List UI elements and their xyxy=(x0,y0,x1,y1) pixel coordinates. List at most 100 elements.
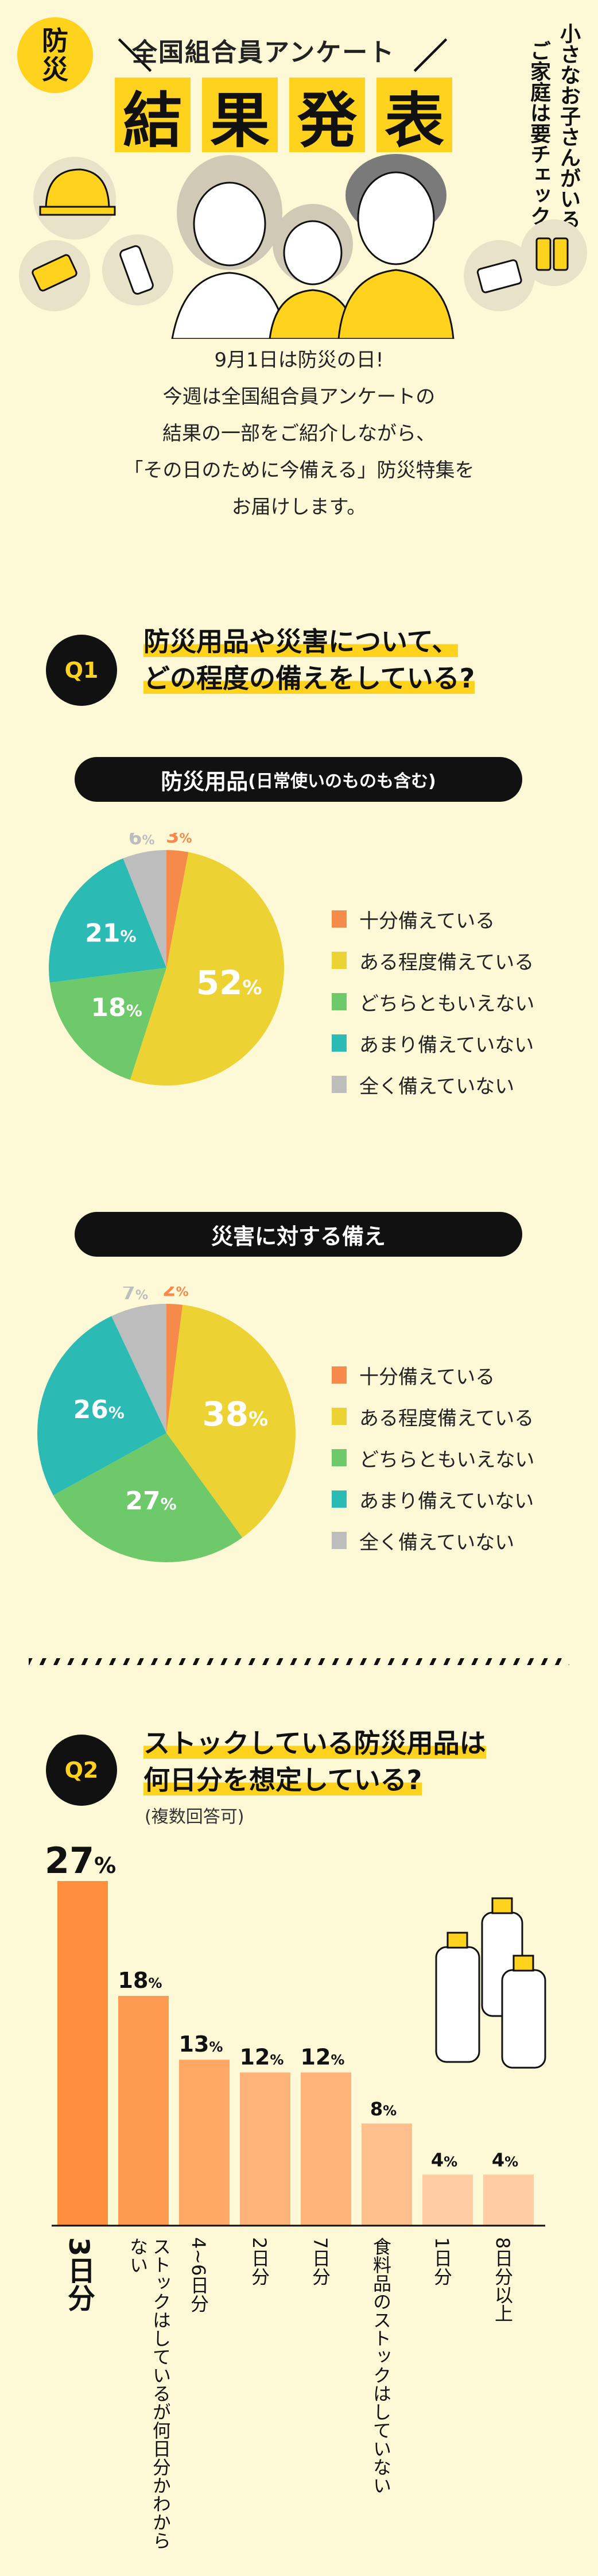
legend-swatch xyxy=(332,993,347,1010)
pie-data-label: 38% xyxy=(202,1395,268,1434)
badge-line-2: 災 xyxy=(42,54,68,85)
q2-badge: Q2 xyxy=(46,1735,117,1806)
title-char: 表 xyxy=(376,78,452,156)
bar-value-label: 27% xyxy=(45,1840,116,1882)
legend-item: 十分備えている xyxy=(332,1354,534,1396)
legend-label: どちらともいえない xyxy=(359,1448,535,1472)
radio-icon xyxy=(476,259,522,293)
legend-item: 全く備えていない xyxy=(332,1520,534,1561)
bar-value-label: 8% xyxy=(370,2098,397,2120)
legend-item: あまり備えていない xyxy=(332,1022,534,1064)
legend-swatch xyxy=(332,1034,347,1052)
bar-category-label-wrap: 食料品のストックはしていない xyxy=(370,2237,392,2494)
bar-value-label: 12% xyxy=(301,2044,345,2069)
bar-category-label: 4~6日分 xyxy=(188,2237,209,2313)
chart2-legend: 十分備えているある程度備えている どちらともいえないあまり備えていない全く備えてい… xyxy=(332,1354,534,1561)
bar-value-label: 4% xyxy=(431,2149,457,2171)
slash-right-decoration: ／ xyxy=(413,37,448,77)
intro-line: 結果の一部をご紹介しながら、 xyxy=(162,422,436,445)
legend-item: ある程度備えている xyxy=(332,940,534,981)
intro-text: 9月1日は防災の日! 今週は全国組合員アンケートの 結果の一部をご紹介しながら、… xyxy=(0,342,598,526)
intro-line: お届けします。 xyxy=(231,496,367,519)
pie-data-label: 6% xyxy=(129,833,155,849)
woman-body xyxy=(171,272,288,339)
legend-item: 全く備えていない xyxy=(332,1064,534,1105)
legend-label: 全く備えていない xyxy=(359,1531,515,1554)
bar xyxy=(362,2123,412,2226)
legend-swatch xyxy=(332,1532,347,1549)
bar-category-label-wrap: 2日分 xyxy=(248,2237,270,2285)
bar xyxy=(240,2072,290,2226)
bar xyxy=(483,2175,534,2226)
battery-icon xyxy=(535,237,552,271)
bar-value-label: 12% xyxy=(240,2044,284,2069)
water-bottle-icon xyxy=(119,245,154,295)
intro-line: 9月1日は防災の日! xyxy=(214,349,384,372)
legend-swatch xyxy=(332,910,347,928)
legend-label: ある程度備えている xyxy=(359,951,534,974)
man-face xyxy=(357,171,435,265)
legend-item: どちらともいえない xyxy=(332,1437,534,1478)
bar-value-label: 13% xyxy=(179,2032,223,2057)
q2-question-line: ストックしている防災用品は xyxy=(143,1728,486,1759)
legend-swatch xyxy=(332,1076,347,1093)
pie-slice xyxy=(49,968,166,1080)
helmet-icon xyxy=(45,168,110,211)
vertical-note-1: 小さなお子さんがいる xyxy=(557,23,580,230)
bottles-illustration xyxy=(435,1897,546,2069)
pie-data-label: 2% xyxy=(162,1287,189,1301)
bar-category-label: 7日分 xyxy=(309,2237,331,2286)
battery-icon xyxy=(553,237,569,271)
pie-slice xyxy=(166,1304,183,1433)
bar-category-label: 食料品のストックはしていない xyxy=(370,2237,392,2494)
child-face xyxy=(283,220,343,285)
pie-slice xyxy=(37,1316,166,1496)
bar-category-label: 3日分 xyxy=(63,2237,95,2312)
chart2-title-pill: 災害に対する備え xyxy=(75,1212,522,1257)
bar-value-label: 4% xyxy=(492,2149,518,2171)
q2-question-line: 何日分を想定している? xyxy=(143,1764,422,1795)
pie-slice xyxy=(49,858,167,983)
q1-question-line: どの程度の備えをしている? xyxy=(143,663,475,694)
bar xyxy=(301,2072,351,2226)
legend-swatch xyxy=(332,1449,347,1466)
family-illustration xyxy=(19,154,587,339)
legend-label: どちらともいえない xyxy=(359,992,535,1015)
chart2-title: 災害に対する備え xyxy=(211,1223,386,1249)
bar-category-label-wrap: ストックはしているが何日分かわからない xyxy=(127,2237,170,2550)
chart1-title-pill: 防災用品 (日常使いのものも含む) xyxy=(75,757,522,802)
q2-question: ストックしている防災用品は 何日分を想定している? xyxy=(143,1725,486,1798)
chart1-title-note: (日常使いのものも含む) xyxy=(248,771,436,791)
q2-note: (複数回答可) xyxy=(145,1807,244,1827)
legend-item: ある程度備えている xyxy=(332,1396,534,1437)
chart1-title: 防災用品 xyxy=(161,768,248,794)
results-title: 結 果 発 表 xyxy=(115,78,452,156)
pie-slice xyxy=(123,850,166,968)
pie-slice xyxy=(166,1304,296,1538)
intro-line: 「その日のために今備える」防災特集を xyxy=(123,459,475,482)
bar xyxy=(422,2175,473,2226)
legend-label: あまり備えていない xyxy=(359,1033,534,1057)
title-char: 果 xyxy=(202,78,278,156)
man-body xyxy=(337,269,455,339)
pie-slice xyxy=(53,1433,243,1562)
pie-chart-supplies: 3%52%18%21%6% xyxy=(49,833,284,1086)
legend-label: 十分備えている xyxy=(359,1365,495,1389)
slash-left-decoration: ＼ xyxy=(118,37,152,77)
pie-slice xyxy=(111,1304,166,1433)
q1-question-line: 防災用品や災害について、 xyxy=(143,626,459,657)
bar-category-label-wrap: 4~6日分 xyxy=(188,2237,209,2313)
bar-category-label-wrap: 8日分以上 xyxy=(492,2237,514,2322)
legend-label: ある程度備えている xyxy=(359,1407,534,1430)
bar-chart-stock-days: 27% 3日分 18% ストックはしているが何日分かわからない 13% 4~6日分 12% 2… xyxy=(45,1840,545,2550)
legend-item: どちらともいえない xyxy=(332,981,534,1022)
legend-item: あまり備えていない xyxy=(332,1478,534,1520)
bar-category-label-wrap: 3日分 xyxy=(63,2237,95,2312)
pie-slice xyxy=(130,852,284,1086)
woman-face xyxy=(193,181,266,267)
bar xyxy=(57,1881,108,2226)
q1-question: 防災用品や災害について、 どの程度の備えをしている? xyxy=(143,623,475,697)
legend-swatch xyxy=(332,952,347,969)
bar xyxy=(179,2060,230,2226)
title-char: 発 xyxy=(289,78,365,156)
